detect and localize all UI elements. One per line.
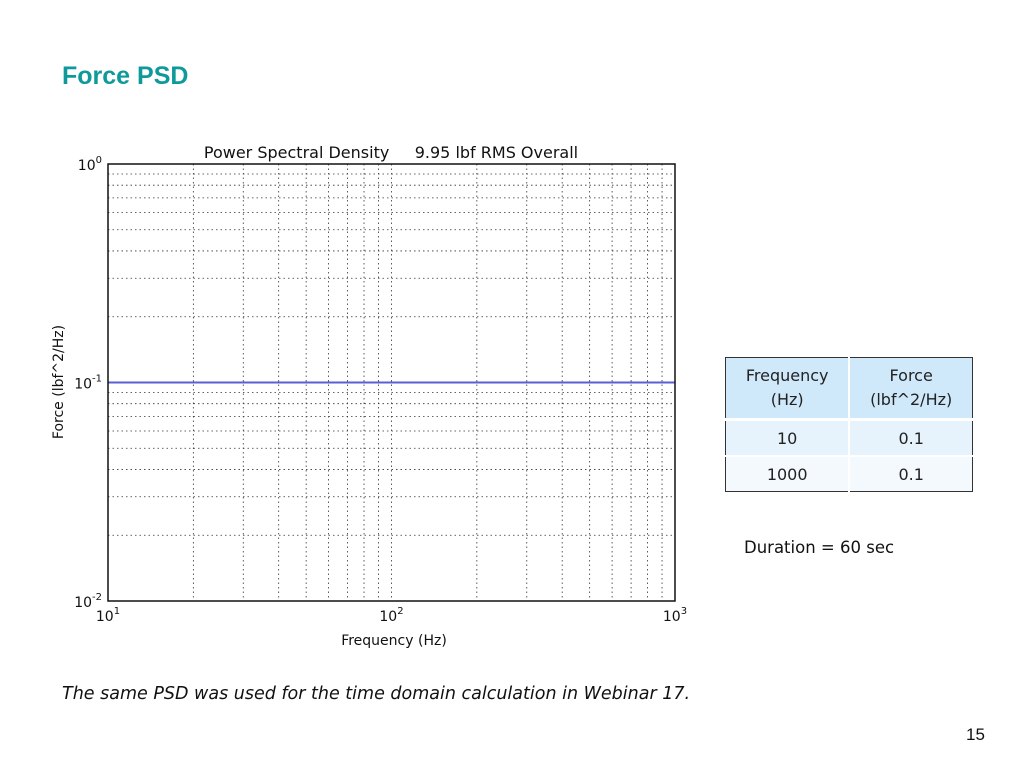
cell-force: 0.1 (849, 456, 973, 492)
table-row: 10 0.1 (725, 419, 973, 457)
svg-text:102: 102 (379, 606, 403, 625)
x-axis-label: Frequency (Hz) (341, 633, 447, 649)
plot-frame (107, 163, 676, 602)
cell-frequency: 1000 (725, 456, 851, 492)
y-axis-label: Force (lbf^2/Hz) (51, 325, 67, 439)
svg-text:103: 103 (663, 606, 687, 625)
svg-text:10-1: 10-1 (74, 374, 102, 393)
page-number: 15 (966, 725, 985, 744)
cell-force: 0.1 (849, 419, 973, 457)
slide-title: Force PSD (62, 62, 189, 90)
chart-title: Power Spectral Density 9.95 lbf RMS Over… (204, 143, 578, 162)
x-axis-ticks: 101 102 103 (96, 606, 687, 625)
duration-text: Duration = 60 sec (744, 538, 895, 557)
header-frequency: Frequency (Hz) (725, 357, 851, 421)
psd-input-table: Frequency (Hz) Force (lbf^2/Hz) 10 0.1 100… (725, 357, 973, 492)
svg-text:100: 100 (78, 155, 102, 174)
footnote-text: The same PSD was used for the time domai… (62, 684, 691, 704)
svg-text:101: 101 (96, 606, 120, 625)
cell-frequency: 10 (725, 419, 851, 457)
header-force: Force (lbf^2/Hz) (849, 357, 973, 421)
table-row: 1000 0.1 (725, 456, 973, 492)
